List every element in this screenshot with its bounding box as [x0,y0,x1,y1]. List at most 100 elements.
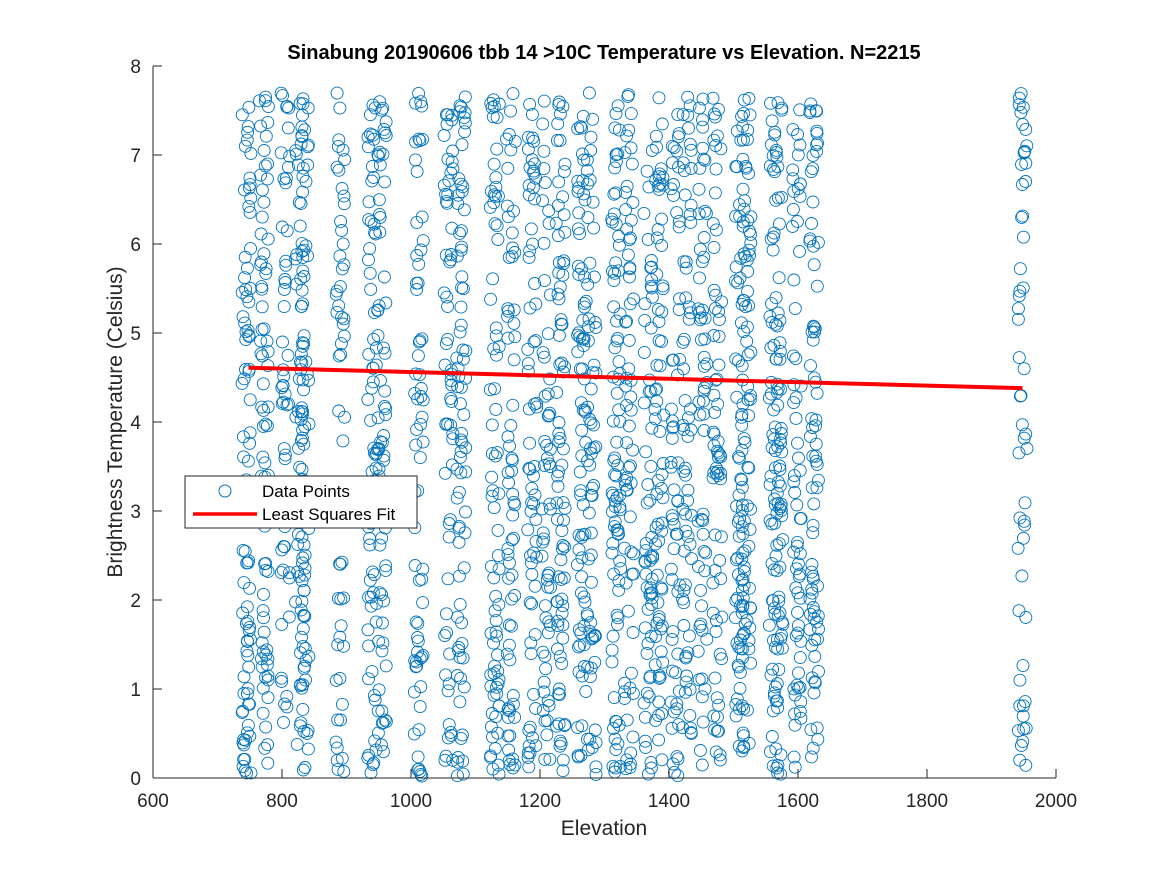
data-point [684,721,697,735]
data-point [584,526,598,540]
data-point [261,738,275,752]
data-point [558,719,571,733]
data-point [652,671,666,685]
data-point [582,312,596,326]
data-point [770,564,784,578]
data-point [732,529,746,543]
data-point [714,142,728,156]
data-point [240,687,254,701]
data-point [571,122,585,136]
data-point [764,232,778,246]
data-point [572,665,586,679]
data-point [413,368,427,382]
data-point [581,278,595,291]
data-point [1012,91,1026,105]
data-point [452,370,466,384]
data-point [642,180,656,194]
data-point [407,727,421,741]
data-point [769,742,783,756]
data-point [535,549,549,563]
data-point [261,359,275,373]
data-point [610,435,624,449]
data-point [619,203,633,217]
data-point [544,581,557,594]
data-point [732,450,746,464]
data-point [741,265,755,278]
data-point [612,574,626,588]
data-point [803,430,817,443]
data-point [666,664,679,678]
data-point [275,543,289,557]
data-point [331,139,345,153]
data-point [609,217,623,231]
data-point [653,425,667,438]
data-point [485,447,499,461]
data-point [277,715,290,729]
data-point [537,94,551,108]
data-point [744,502,757,516]
data-point [773,606,787,620]
data-point [773,313,787,327]
data-point [554,317,568,331]
data-point [364,766,378,780]
data-point [698,311,712,325]
data-point [526,131,540,145]
data-point [455,616,469,630]
data-point [644,254,658,267]
data-point [551,642,564,656]
data-point [584,446,598,460]
data-point [258,456,272,470]
data-point [485,418,499,432]
data-point [791,557,805,571]
data-point [236,310,250,324]
data-point [368,446,381,460]
data-point [374,374,387,387]
data-point [655,335,668,348]
data-point [810,279,824,293]
data-point [501,729,515,743]
data-point [373,538,387,552]
data-point [296,336,310,350]
data-point [788,718,802,732]
data-point [803,234,817,248]
data-point [810,138,824,152]
data-point [679,261,693,275]
data-point [775,509,789,523]
data-point [714,572,728,586]
data-point [624,390,638,404]
data-point [809,413,823,427]
data-point [736,599,750,612]
data-point [242,624,256,637]
data-point [791,128,805,141]
data-point [450,249,464,263]
data-point [774,422,788,435]
data-point [581,211,595,225]
data-point [334,713,348,727]
data-point [458,125,472,139]
data-point [337,591,351,605]
data-point [508,330,522,344]
data-point [587,221,601,235]
data-point [375,531,389,545]
data-point [611,147,625,161]
data-point [738,436,752,449]
data-point [654,162,668,176]
data-point [669,666,683,680]
data-point [413,700,427,714]
data-point [711,397,725,411]
data-point [764,138,778,152]
data-point [806,518,820,532]
data-point [282,610,296,624]
data-point [552,98,566,112]
data-point [589,760,603,774]
data-point [610,491,624,505]
data-point [361,130,375,144]
data-point [452,535,466,549]
data-point [411,349,425,363]
legend[interactable]: Data Points Least Squares Fit [184,475,418,529]
data-point [790,215,804,228]
data-point [253,94,266,108]
data-point [505,451,519,465]
data-point [528,628,542,642]
data-point [490,219,504,233]
